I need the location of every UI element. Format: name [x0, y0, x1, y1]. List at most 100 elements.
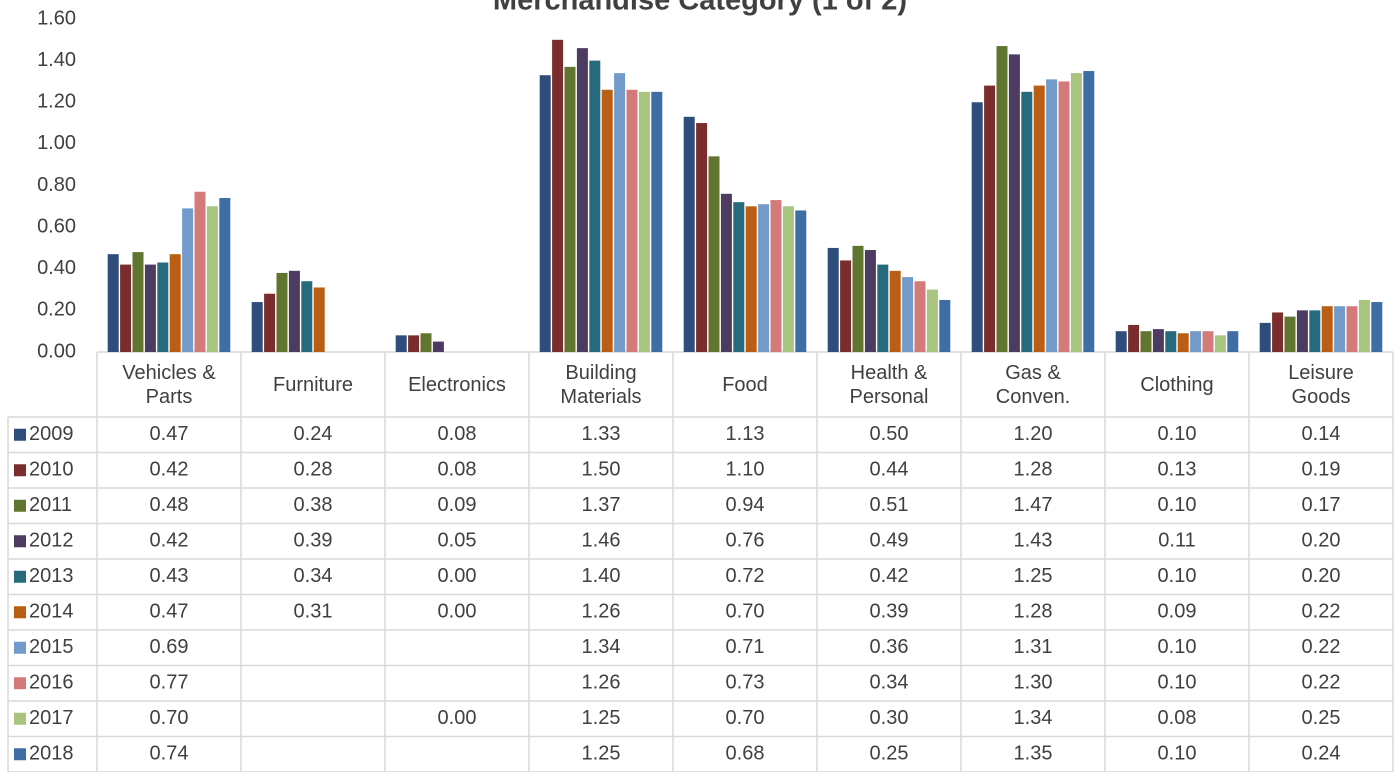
bar: [144, 264, 156, 352]
bar: [840, 260, 852, 352]
bar: [1021, 91, 1033, 352]
bar: [1202, 331, 1214, 352]
table-value: 1.31: [1014, 636, 1053, 658]
table-value: 0.39: [294, 530, 333, 552]
table-value: 0.94: [726, 494, 765, 516]
table-value: 0.49: [870, 530, 909, 552]
bar: [770, 200, 782, 352]
table-value: 0.68: [726, 743, 765, 765]
table-value: 0.47: [150, 423, 189, 445]
table-value: 1.13: [726, 423, 765, 445]
category-label: Health & Personal: [849, 361, 929, 408]
bar: [1334, 306, 1346, 352]
legend-label: 2010: [29, 459, 74, 481]
bar: [301, 281, 313, 352]
table-value: 1.25: [1014, 565, 1053, 587]
legend-key: [14, 712, 26, 725]
table-value: 1.37: [582, 494, 621, 516]
table-value: 0.42: [870, 565, 909, 587]
table-value: 0.28: [294, 459, 333, 481]
table-value: 0.47: [150, 601, 189, 623]
table-value: 0.00: [438, 707, 477, 729]
table-value: 0.08: [1158, 707, 1197, 729]
table-value: 0.42: [150, 459, 189, 481]
bar: [745, 206, 757, 352]
bar: [1058, 81, 1070, 352]
table-value: 1.50: [582, 459, 621, 481]
legend-label: 2016: [29, 672, 74, 694]
table-value: 0.24: [294, 423, 333, 445]
table-value: 1.34: [1014, 707, 1053, 729]
table-value: 0.09: [438, 494, 477, 516]
category-label: Vehicles & Parts: [122, 361, 216, 408]
table-value: 0.42: [150, 530, 189, 552]
table-value: 0.20: [1302, 530, 1341, 552]
table-value: 0.71: [726, 636, 765, 658]
bar: [251, 302, 263, 352]
bar: [182, 208, 194, 352]
bar: [408, 335, 420, 352]
legend-label: 2014: [29, 601, 74, 623]
table-value: 0.24: [1302, 743, 1341, 765]
bar: [996, 46, 1008, 353]
legend-label: 2017: [29, 707, 74, 729]
table-value: 0.22: [1302, 636, 1341, 658]
bar: [276, 272, 288, 352]
bar: [782, 206, 794, 352]
bar: [971, 102, 983, 352]
bar: [1070, 73, 1082, 353]
legend-label: 2009: [29, 423, 74, 445]
table-value: 1.30: [1014, 672, 1053, 694]
bar: [683, 116, 695, 352]
table-value: 0.70: [726, 601, 765, 623]
table-value: 0.17: [1302, 494, 1341, 516]
bar: [939, 299, 951, 352]
category-label: Food: [722, 373, 768, 396]
category-label: Gas & Conven.: [995, 361, 1071, 408]
table-value: 0.11: [1158, 530, 1195, 552]
bar: [614, 73, 626, 353]
table-value: 1.25: [582, 707, 621, 729]
bar: [1190, 331, 1202, 352]
category-label: Building Materials: [560, 361, 642, 408]
table-value: 0.44: [870, 459, 909, 481]
bar: [1140, 331, 1152, 352]
legend-key: [14, 464, 26, 477]
bar: [264, 293, 276, 352]
legend-key: [14, 499, 26, 512]
bar: [1177, 333, 1189, 352]
table-value: 0.31: [294, 601, 333, 623]
bar: [206, 206, 218, 352]
table-value: 0.74: [150, 743, 189, 765]
table-value: 0.14: [1302, 423, 1341, 445]
category-label: Electronics: [408, 373, 506, 396]
table-value: 0.22: [1302, 601, 1341, 623]
legend-label: 2018: [29, 743, 74, 765]
table-value: 0.08: [438, 459, 477, 481]
table-value: 1.35: [1014, 743, 1053, 765]
bar: [601, 89, 613, 352]
bar: [552, 39, 564, 352]
legend-label: 2012: [29, 530, 74, 552]
legend-key: [14, 570, 26, 583]
table-value: 0.25: [1302, 707, 1341, 729]
bar: [1033, 85, 1045, 352]
bar: [157, 262, 169, 352]
table-value: 0.00: [438, 565, 477, 587]
bar: [1259, 322, 1271, 352]
y-tick-label: 0.80: [37, 174, 76, 196]
bar: [1321, 306, 1333, 352]
table-value: 0.05: [438, 530, 477, 552]
bar: [1152, 329, 1164, 352]
table-value: 0.70: [150, 707, 189, 729]
table-value: 1.10: [726, 459, 765, 481]
y-tick-label: 0.60: [37, 215, 76, 237]
y-tick-label: 1.00: [37, 132, 76, 154]
table-value: 0.20: [1302, 565, 1341, 587]
table-value: 0.09: [1158, 601, 1197, 623]
bar: [1346, 306, 1358, 352]
bar: [120, 264, 132, 352]
bar: [589, 60, 601, 352]
bar: [827, 247, 839, 352]
